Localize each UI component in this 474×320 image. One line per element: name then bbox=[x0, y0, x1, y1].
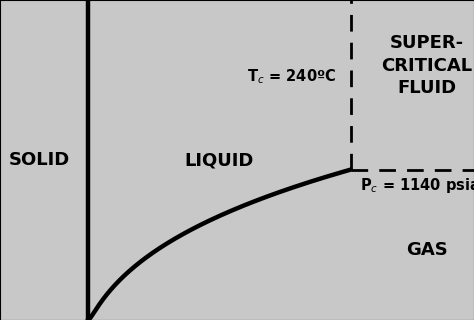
Text: T$_c$ = 240ºC: T$_c$ = 240ºC bbox=[247, 68, 337, 86]
Text: SOLID: SOLID bbox=[9, 151, 70, 169]
Text: GAS: GAS bbox=[406, 241, 447, 259]
Text: LIQUID: LIQUID bbox=[184, 151, 254, 169]
Text: SUPER-
CRITICAL
FLUID: SUPER- CRITICAL FLUID bbox=[381, 35, 472, 97]
Text: P$_c$ = 1140 psia: P$_c$ = 1140 psia bbox=[360, 176, 474, 195]
